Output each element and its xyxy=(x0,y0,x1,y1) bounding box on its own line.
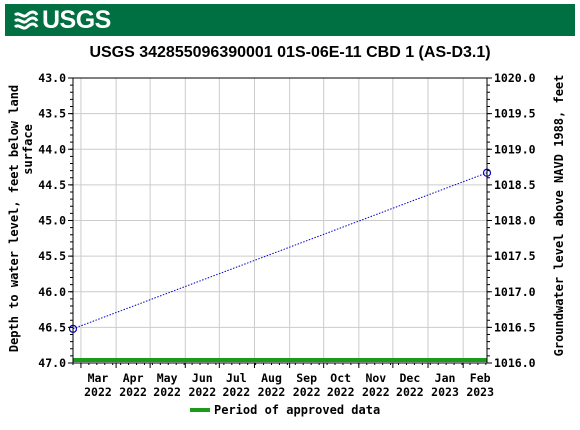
left-tick-label: 43.5 xyxy=(38,107,66,121)
x-axis-ticks: Mar2022Apr2022May2022Jun2022Jul2022Aug20… xyxy=(72,363,494,399)
left-tick-label: 44.0 xyxy=(38,142,66,156)
left-tick-label: 46.5 xyxy=(38,320,66,334)
x-tick-label-month: Mar xyxy=(88,371,109,385)
x-tick-label-month: Jun xyxy=(192,371,213,385)
x-tick-label-month: Jul xyxy=(226,371,247,385)
legend: Period of approved data xyxy=(190,403,380,417)
left-axis-ticks: 43.0 43.5 44.0 44.5 45.0 45.5 46.0 46.5 47.0 xyxy=(38,71,73,370)
grid-lines xyxy=(73,78,487,363)
x-tick-label-month: Jan xyxy=(435,371,456,385)
x-tick-label-year: 2022 xyxy=(258,385,286,399)
x-tick-label-month: Feb xyxy=(470,371,491,385)
x-tick-label-year: 2022 xyxy=(362,385,390,399)
x-tick-label-year: 2022 xyxy=(293,385,321,399)
x-tick-label-year: 2022 xyxy=(327,385,355,399)
x-tick-label-month: Aug xyxy=(261,371,282,385)
right-tick-label: 1020.0 xyxy=(494,71,536,85)
left-tick-label: 45.0 xyxy=(38,214,66,228)
x-tick-label-year: 2022 xyxy=(153,385,181,399)
legend-label-approved: Period of approved data xyxy=(214,403,380,417)
usgs-banner: USGS xyxy=(5,4,575,36)
x-tick-label-month: Sep xyxy=(296,371,317,385)
x-tick-label-month: Apr xyxy=(123,371,144,385)
left-tick-label: 43.0 xyxy=(38,71,66,85)
x-tick-label-month: Dec xyxy=(399,371,420,385)
right-axis-title: Groundwater level above NAVD 1988, feet xyxy=(552,75,566,357)
x-tick-label-month: Nov xyxy=(365,371,386,385)
right-axis-ticks: 1020.0 1019.5 1019.0 1018.5 1018.0 1017.5 1017… xyxy=(487,71,536,370)
right-tick-label: 1018.5 xyxy=(494,178,536,192)
right-tick-label: 1019.0 xyxy=(494,142,536,156)
right-tick-label: 1017.0 xyxy=(494,285,536,299)
x-tick-label-year: 2022 xyxy=(396,385,424,399)
x-tick-label-year: 2022 xyxy=(119,385,147,399)
usgs-logo-text: USGS xyxy=(42,5,111,34)
right-tick-label: 1019.5 xyxy=(494,107,536,121)
x-tick-label-year: 2022 xyxy=(84,385,112,399)
right-tick-label: 1017.5 xyxy=(494,249,536,263)
x-tick-label-year: 2023 xyxy=(431,385,459,399)
right-tick-label: 1016.0 xyxy=(494,356,536,370)
chart-title: USGS 342855096390001 01S-06E-11 CBD 1 (A… xyxy=(89,44,491,61)
left-axis-title-line1: Depth to water level, feet below land xyxy=(7,85,21,352)
left-tick-label: 44.5 xyxy=(38,178,66,192)
x-tick-label-month: Oct xyxy=(330,371,351,385)
left-axis-title-line2: surface xyxy=(21,124,35,175)
x-tick-label-year: 2022 xyxy=(222,385,250,399)
right-tick-label: 1016.5 xyxy=(494,320,536,334)
x-tick-label-year: 2023 xyxy=(466,385,494,399)
x-tick-label-month: May xyxy=(157,371,178,385)
approved-period-layer xyxy=(73,358,487,362)
left-tick-label: 46.0 xyxy=(38,285,66,299)
x-tick-label-year: 2022 xyxy=(188,385,216,399)
usgs-logo[interactable]: USGS xyxy=(13,6,111,34)
right-tick-label: 1018.0 xyxy=(494,214,536,228)
usgs-wave-icon xyxy=(13,8,39,32)
left-tick-label: 45.5 xyxy=(38,249,66,263)
left-tick-label: 47.0 xyxy=(38,356,66,370)
approved-period-bar xyxy=(73,358,487,362)
